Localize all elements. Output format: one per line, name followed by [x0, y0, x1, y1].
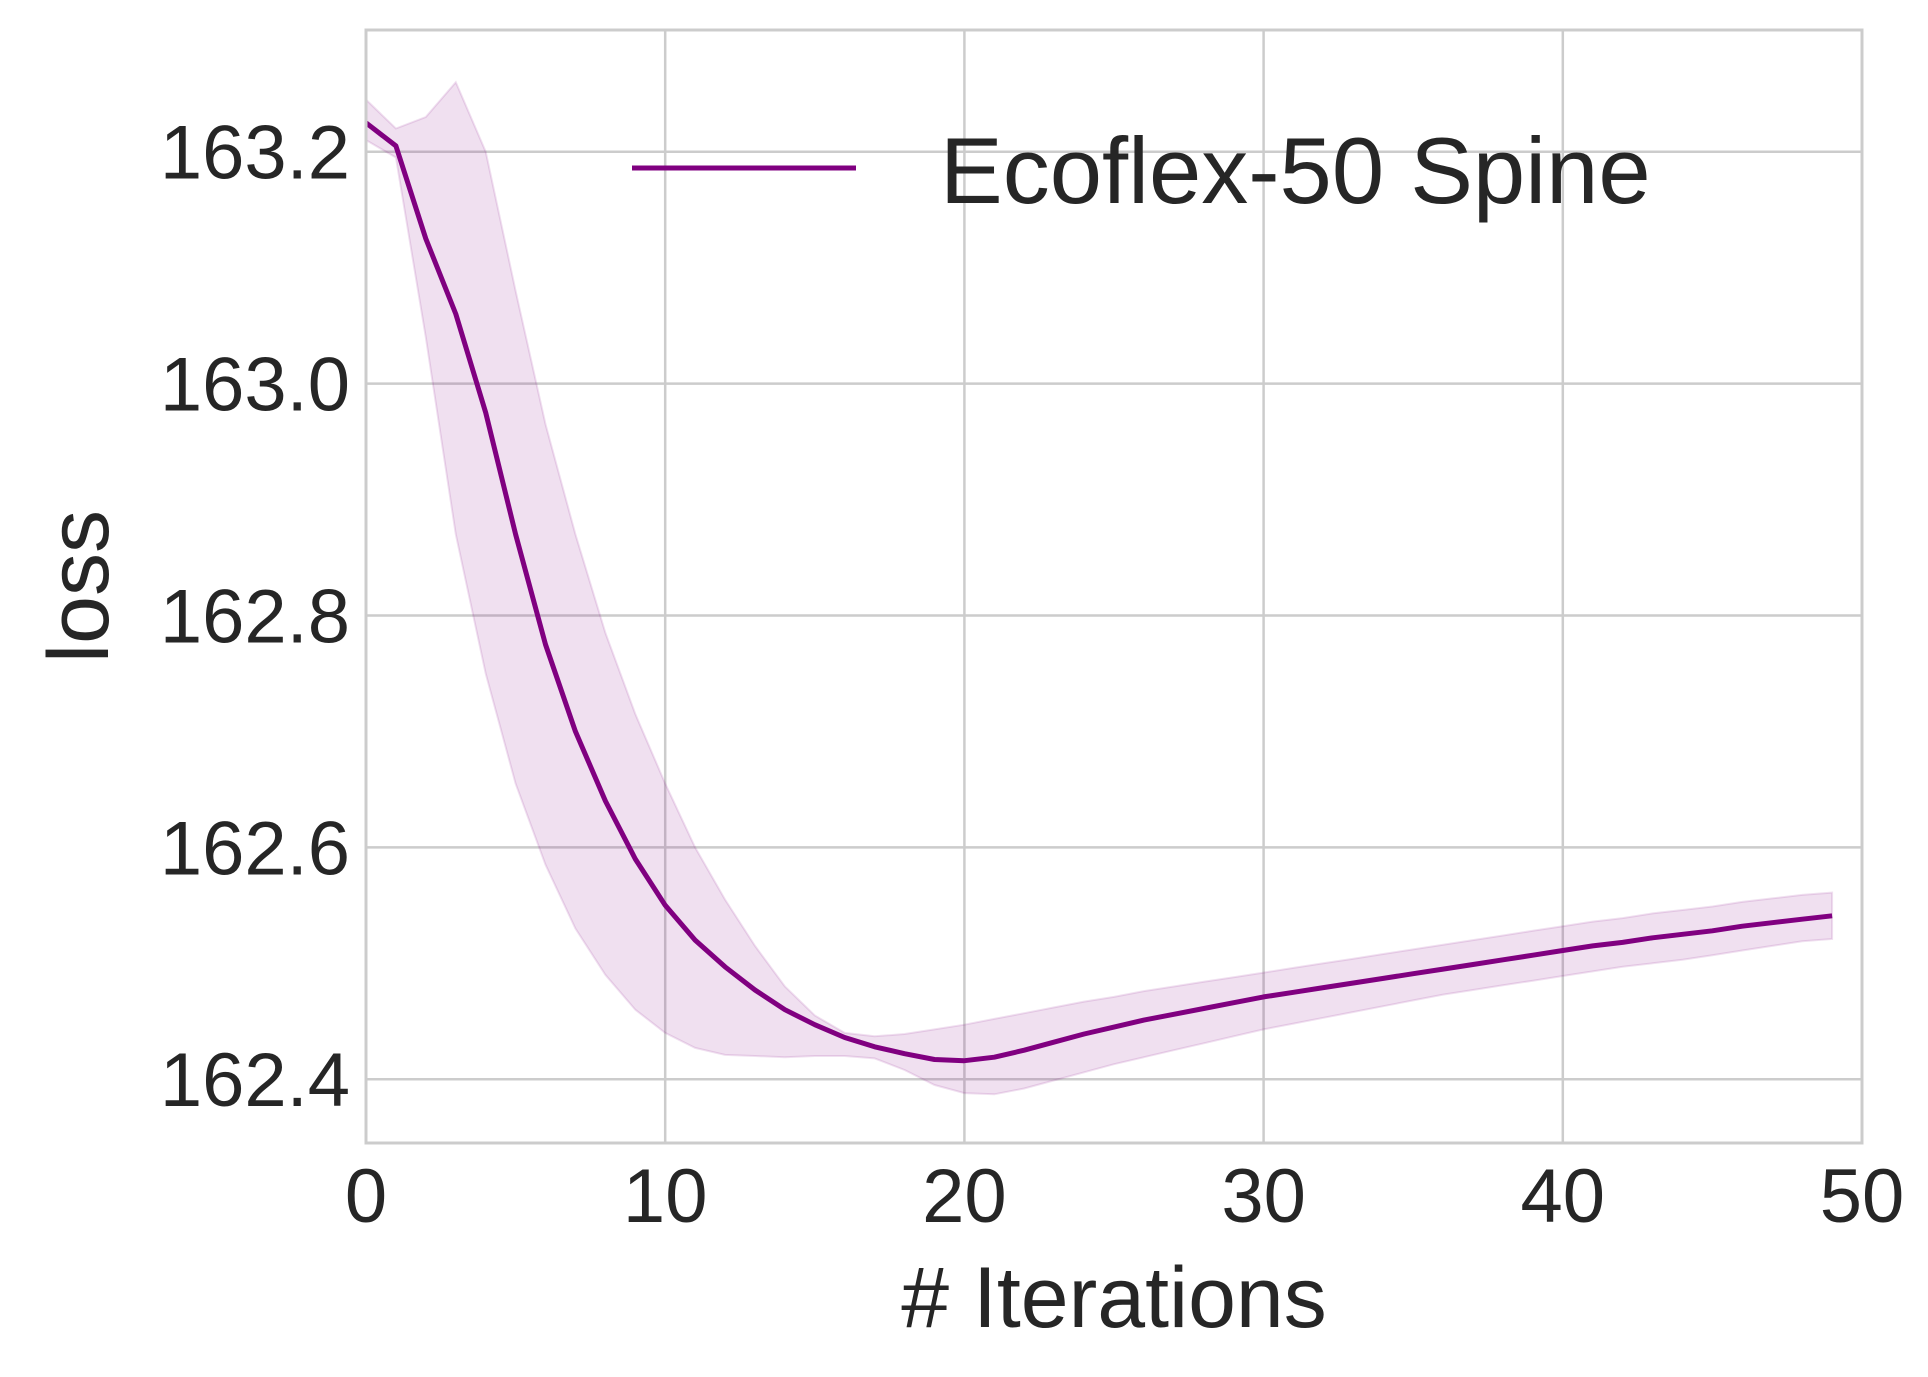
x-tick-labels: 0 10 20 30 40 50	[345, 1154, 1904, 1239]
grid-lines	[364, 30, 1864, 1143]
y-axis-title: loss	[31, 510, 127, 663]
y-tick-label: 163.0	[160, 343, 350, 428]
plot-frame	[364, 28, 1864, 1145]
y-tick-label: 162.8	[160, 574, 350, 659]
confidence-band	[365, 80, 1834, 1096]
confidence-band-layer	[365, 80, 1834, 1096]
x-tick-label: 0	[345, 1154, 387, 1239]
series-line-layer	[364, 120, 1833, 1064]
x-tick-label: 40	[1521, 1154, 1606, 1239]
x-tick-label: 50	[1820, 1154, 1905, 1239]
x-tick-label: 10	[623, 1154, 708, 1239]
y-tick-labels: 162.4 162.6 162.8 163.0 163.2	[160, 111, 350, 1124]
x-tick-label: 20	[922, 1154, 1007, 1239]
legend: Ecoflex-50 Spine	[632, 118, 1651, 223]
legend-label: Ecoflex-50 Spine	[940, 118, 1651, 223]
x-tick-label: 30	[1221, 1154, 1306, 1239]
y-tick-label: 162.6	[160, 806, 350, 891]
y-tick-label: 163.2	[160, 111, 350, 196]
x-axis-title: # Iterations	[901, 1250, 1326, 1346]
y-tick-label: 162.4	[160, 1038, 350, 1123]
series-line	[364, 120, 1833, 1064]
